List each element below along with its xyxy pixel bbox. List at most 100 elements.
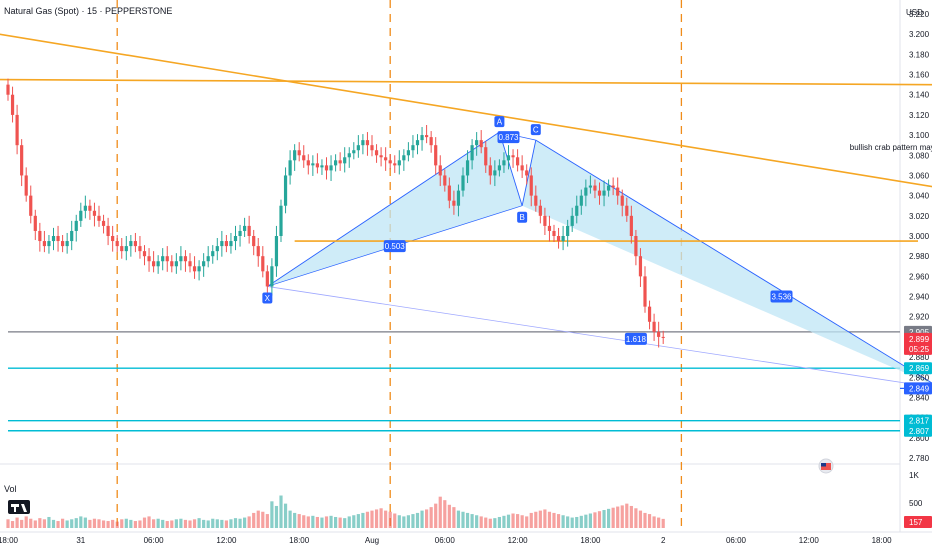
candle-body (602, 190, 606, 196)
candle-body (493, 170, 497, 176)
candle-body (83, 205, 87, 211)
volume-bar (261, 511, 265, 528)
volume-bar (552, 512, 556, 528)
time-axis[interactable]: 18:00 31 06:00 12:00 18:00 Aug 06:00 12:00 18:00… (0, 536, 932, 545)
candle-body (516, 157, 520, 166)
price-tick-label: 3.140 (909, 91, 930, 100)
candle-body (543, 215, 547, 226)
volume-bar (506, 514, 511, 528)
volume-bar (306, 516, 310, 528)
candle-body (397, 160, 401, 166)
volume-bar (15, 517, 19, 528)
volume-bar (534, 511, 538, 528)
price-tick-label: 2.960 (909, 272, 930, 281)
pattern-leg (521, 140, 537, 206)
volume-pane-label: Vol (4, 484, 17, 494)
volume-bar (493, 518, 497, 528)
volume-bar (161, 519, 165, 528)
price-badge-text: 2.905 (909, 328, 930, 337)
candle-body (165, 256, 169, 262)
volume-bar (365, 511, 370, 528)
candle-body (206, 256, 210, 262)
volume-bar (293, 512, 297, 528)
volume-bar (270, 501, 274, 528)
candle-body (588, 185, 592, 188)
candle-body (434, 145, 438, 166)
volume-bar (647, 514, 652, 528)
candle-body (447, 185, 451, 201)
volume-bar (42, 519, 46, 528)
candle-body (174, 261, 178, 267)
volume-bar (142, 517, 147, 528)
candle-body (461, 175, 465, 191)
volume-bar (274, 505, 279, 528)
price-tick-label: 2.920 (909, 313, 930, 322)
candle-body (211, 251, 215, 257)
candle-body (334, 160, 338, 166)
volume-bar (111, 519, 115, 528)
volume-bar (211, 518, 215, 528)
candle-body (42, 241, 46, 247)
price-tick-label: 2.780 (909, 454, 930, 463)
candle-body (61, 241, 65, 247)
pattern-ratio-badge (770, 290, 793, 303)
price-tick-label: 3.020 (909, 212, 930, 221)
candle-body (97, 215, 101, 221)
candle-body (420, 135, 424, 141)
volume-bar (620, 505, 624, 528)
time-tick-label: 2 (661, 536, 666, 545)
candle-body (224, 241, 228, 247)
pattern-leg (498, 131, 523, 206)
volume-bar (338, 517, 342, 528)
candle-body (24, 175, 28, 196)
candle-body (88, 205, 92, 211)
price-axis[interactable]: 3.220 3.200 3.180 3.160 3.140 3.120 3.100 3.080… (904, 10, 932, 528)
candle-body (65, 241, 69, 247)
volume-bar (70, 519, 74, 528)
candle-body (202, 261, 206, 267)
candle-body (274, 236, 279, 267)
volume-bar (597, 511, 602, 528)
volume-bar (302, 515, 306, 528)
time-tick-label: 18:00 (0, 536, 19, 545)
volume-bar (602, 510, 606, 528)
pattern-ratio-label: 3.536 (771, 293, 792, 302)
price-tick-label: 2.940 (909, 293, 930, 302)
time-tick-label: 18:00 (580, 536, 601, 545)
price-tick-label: 3.080 (909, 151, 930, 160)
volume-bar (661, 518, 665, 528)
time-tick-label: 18:00 (872, 536, 893, 545)
volume-bar (370, 510, 374, 528)
price-tick-label: 3.100 (909, 131, 930, 140)
volume-bar (83, 517, 87, 528)
volume-bar (470, 514, 474, 528)
volume-bar (411, 514, 415, 528)
candle-body (597, 190, 602, 196)
candle-body (652, 321, 656, 332)
volume-bar (556, 514, 561, 528)
volume-bar (133, 521, 137, 528)
candle-body (293, 150, 297, 161)
volume-bar (233, 518, 238, 528)
candle-body (220, 241, 224, 247)
price-badge (904, 382, 932, 395)
candle-body (566, 225, 570, 236)
volume-bar (51, 519, 56, 528)
candle-body (243, 225, 247, 231)
volume-bar (24, 516, 28, 528)
volume-bar (115, 521, 119, 528)
volume-bar (384, 510, 388, 528)
harmonic-pattern[interactable] (267, 131, 932, 388)
volume-bar (475, 515, 479, 528)
price-badge-text: 2.817 (909, 417, 930, 426)
candle-body (329, 165, 333, 171)
volume-tick-label: 500 (909, 499, 923, 508)
volume-bar (47, 516, 51, 528)
volume-bar (20, 519, 24, 528)
price-badge-text: 2.849 (909, 384, 930, 393)
volume-bar (97, 519, 101, 528)
pattern-ratio-label: 1.618 (626, 335, 647, 344)
price-tick-label: 3.220 (909, 10, 930, 19)
candle-body (374, 150, 379, 156)
